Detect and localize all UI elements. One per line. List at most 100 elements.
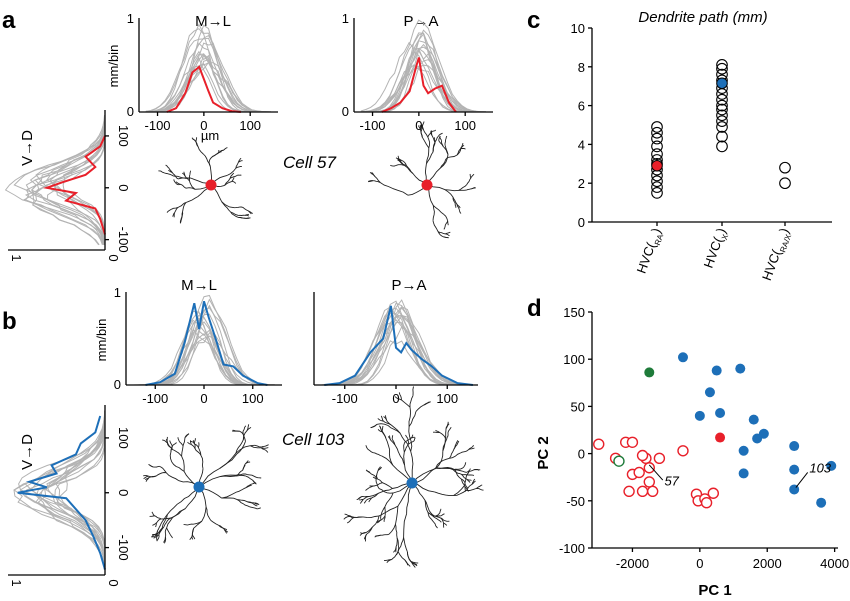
- neuron-b-pa-dendrite: [453, 485, 466, 496]
- neuron-a-ml-dendrite: [248, 210, 252, 215]
- neuron-b-pa-dendrite: [462, 462, 467, 469]
- neuron-a-ml-dendrite: [175, 181, 181, 185]
- neuron-b-ml-dendrite: [177, 437, 180, 442]
- a-ml-highlight-trace: [166, 65, 241, 113]
- neuron-b-pa-dendrite: [461, 473, 468, 480]
- neuron-b-ml-dendrite: [255, 507, 261, 510]
- neuron-b-ml-dendrite: [166, 436, 169, 444]
- neuron-b-pa-dendrite: [381, 425, 384, 432]
- neuron-a-ml-dendrite: [238, 157, 242, 163]
- a-ml-gray-trace: [145, 23, 272, 113]
- neuron-b-pa-dendrite: [372, 476, 378, 480]
- neuron-b-pa-dendrite: [373, 452, 382, 457]
- neuron-a-ml-dendrite: [180, 183, 187, 189]
- c-category-paren: ): [776, 226, 792, 235]
- neuron-b-ml-dendrite: [152, 465, 160, 468]
- neuron-b-pa-dendrite: [391, 439, 396, 446]
- neuron-b-ml-dendrite: [242, 463, 246, 471]
- neuron-b-pa-dendrite: [447, 426, 452, 433]
- neuron-b-pa-dendrite: [346, 517, 354, 524]
- neuron-a-pa-dendrite: [447, 154, 458, 159]
- b-pa-xtick: 0: [392, 391, 399, 406]
- neuron-b-ml-dendrite: [235, 445, 251, 454]
- c-point: [651, 187, 663, 199]
- c-category-label: HVC(X): [701, 226, 732, 271]
- neuron-b-pa-dendrite: [442, 438, 448, 452]
- neuron-b-pa-dendrite: [443, 522, 448, 526]
- d-point-hvcx: [735, 363, 746, 374]
- neuron-a-pa-dendrite: [368, 180, 374, 183]
- neuron-a-ml-dendrite: [217, 149, 220, 155]
- neuron-b-pa-dendrite: [359, 499, 364, 504]
- neuron-b-pa-dendrite: [435, 467, 454, 471]
- neuron-a-ml-dendrite: [166, 208, 172, 213]
- neuron-a-pa-dendrite: [434, 137, 436, 143]
- d-xtick: 4000: [820, 556, 849, 571]
- neuron-b-pa-dendrite: [380, 515, 386, 521]
- b-vd-gray-trace: [45, 410, 106, 570]
- neuron-b-pa-dendrite: [444, 428, 447, 439]
- neuron-b-ml-dendrite: [253, 502, 260, 506]
- d-point-hvcx: [711, 365, 722, 376]
- neuron-a-pa-dendrite: [444, 220, 449, 226]
- panel-label-c: c: [527, 7, 540, 34]
- neuron-b-pa-dendrite: [452, 469, 462, 475]
- neuron-b-pa-dendrite: [374, 482, 383, 487]
- c-point: [716, 115, 728, 127]
- neuron-b-ml-dendrite: [151, 511, 155, 517]
- b-ml-gray-trace: [133, 319, 275, 386]
- b-pa-gray-trace: [321, 308, 471, 386]
- neuron-b-ml-dendrite: [191, 535, 194, 540]
- neuron-a-ml-dendrite: [223, 147, 228, 151]
- d-ytick: 150: [563, 305, 585, 320]
- neuron-a-ml-dendrite: [224, 180, 233, 186]
- neuron-a-pa-dendrite: [445, 189, 459, 192]
- b-vd-gray-trace: [13, 410, 106, 570]
- neuron-b-ml-soma: [193, 481, 205, 493]
- d-xtick: 2000: [753, 556, 782, 571]
- neuron-b-pa-dendrite: [435, 451, 444, 469]
- neuron-b-ml-dendrite: [181, 456, 185, 472]
- neuron-a-pa-dendrite: [437, 231, 446, 235]
- b-vd-gray-trace: [18, 410, 106, 570]
- c-ytick: 8: [578, 60, 585, 75]
- neuron-b-ml-dendrite: [169, 534, 173, 539]
- neuron-a-pa-dendrite: [438, 140, 444, 147]
- neuron-b-pa-dendrite: [439, 517, 444, 523]
- neuron-b-pa-dendrite: [399, 433, 412, 452]
- neuron-a-pa-dendrite: [444, 145, 449, 155]
- neuron-b-pa-dendrite: [404, 559, 411, 567]
- neuron-b-ml-dendrite: [162, 439, 168, 444]
- a-ml-gray-trace: [145, 28, 271, 113]
- neuron-b-pa-dendrite: [439, 432, 446, 439]
- a-vd-gray-trace: [4, 115, 106, 245]
- neuron-a-ml-dendrite: [182, 202, 187, 213]
- neuron-a-pa-dendrite: [460, 143, 464, 149]
- c-point: [651, 132, 663, 145]
- neuron-a-ml-dendrite: [224, 178, 231, 186]
- d-point-highlight: [715, 432, 726, 443]
- a-vd-ytick: 100: [116, 125, 131, 147]
- neuron-b-ml-dendrite: [151, 534, 158, 538]
- neuron-a-ml-dendrite: [185, 187, 196, 190]
- neuron-b-ml-dendrite: [165, 472, 180, 482]
- neuron-b-ml-dendrite: [187, 441, 192, 445]
- neuron-b-ml-dendrite: [223, 527, 228, 531]
- b-ml-ytick: 0: [114, 377, 121, 392]
- neuron-b-pa-dendrite: [460, 478, 466, 487]
- a-pa-gray-trace: [360, 59, 487, 113]
- a-ml-gray-trace: [145, 61, 271, 113]
- c-point: [651, 140, 663, 153]
- neuron-b-pa-dendrite: [388, 436, 391, 441]
- a-ml-gray-trace: [145, 62, 271, 113]
- a-ml-gray-trace: [145, 59, 272, 113]
- c-point: [716, 109, 728, 122]
- neuron-a-pa-dendrite: [432, 205, 435, 221]
- d-point-hvcra: [626, 436, 639, 448]
- neuron-b-ml-dendrite: [235, 439, 244, 454]
- neuron-b-pa-dendrite: [461, 478, 466, 485]
- neuron-b-pa-dendrite: [436, 518, 442, 523]
- neuron-b-pa-dendrite: [395, 524, 398, 538]
- c-point: [651, 175, 663, 188]
